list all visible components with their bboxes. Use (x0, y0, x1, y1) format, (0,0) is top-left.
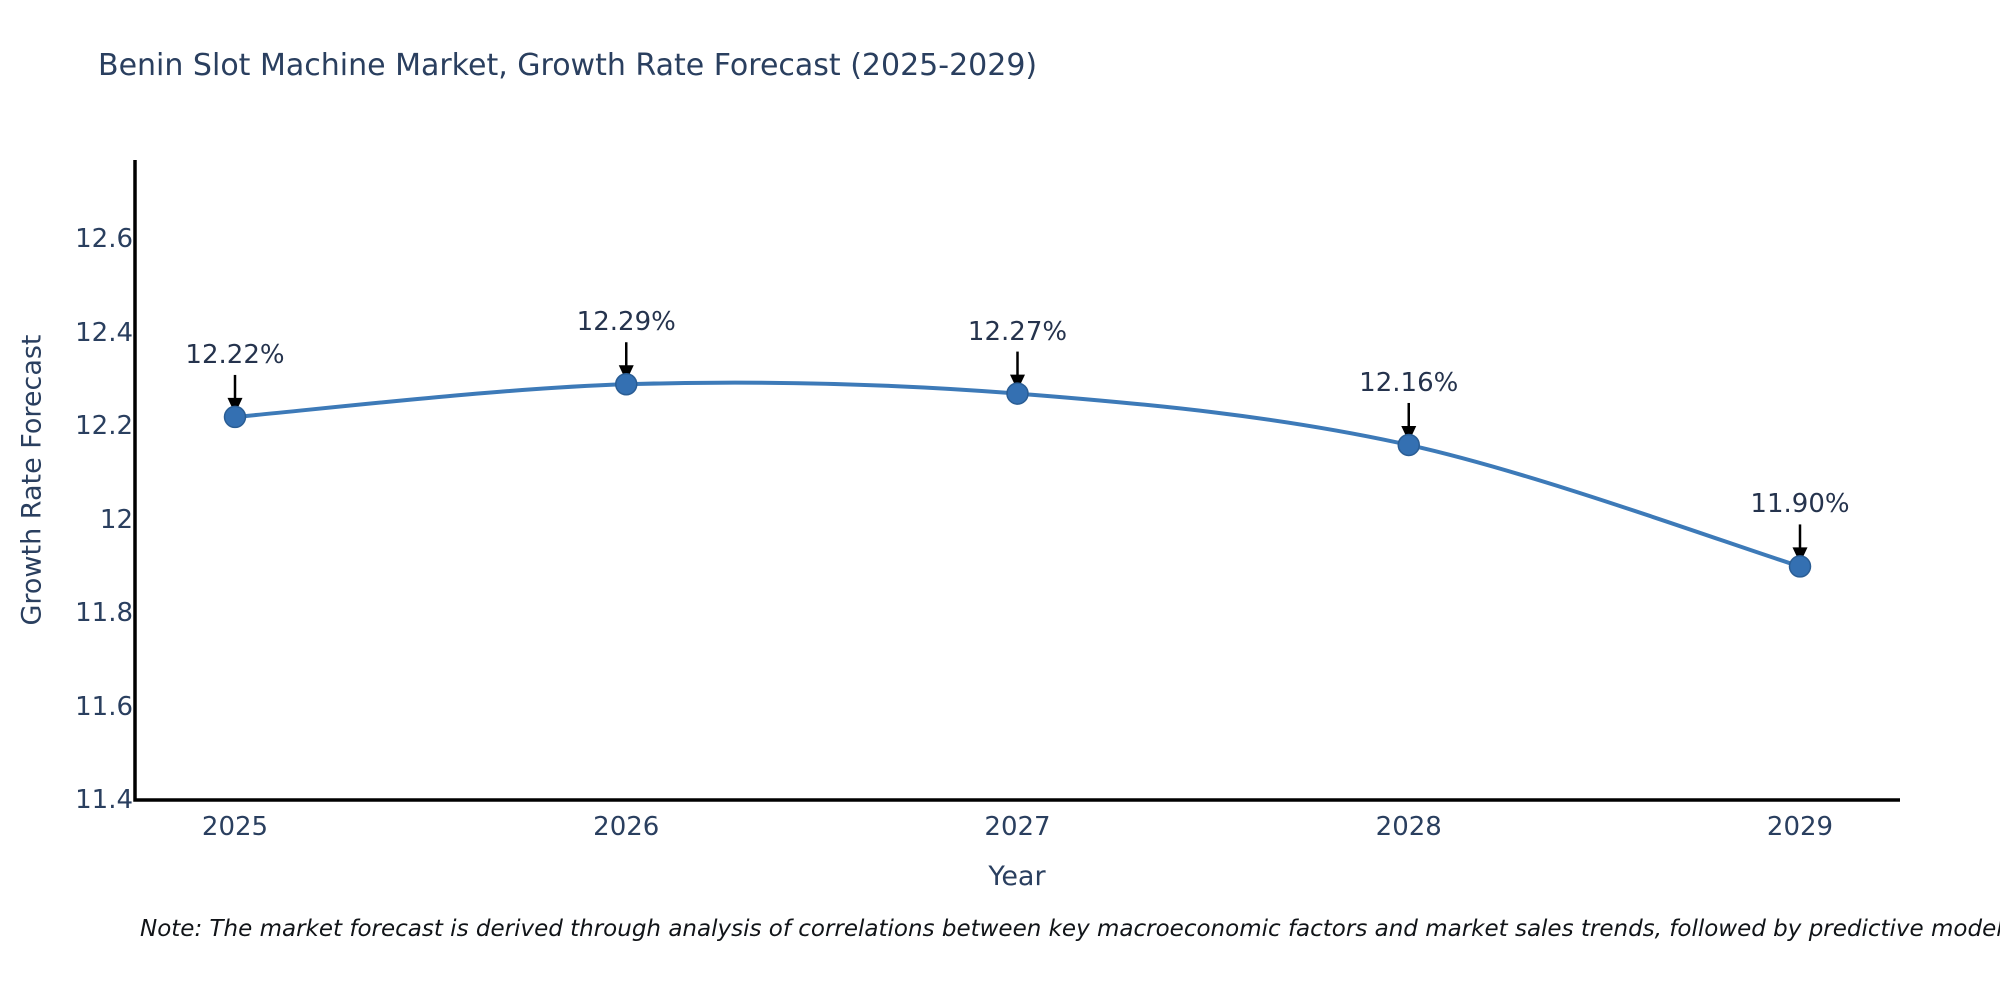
data-point-2028[interactable] (1397, 433, 1420, 457)
x-tick-label-2026: 2026 (593, 812, 660, 842)
y-tick-label-12: 12 (99, 504, 133, 535)
data-point-2027[interactable] (1006, 382, 1029, 405)
y-tick-label-12.2: 12.2 (75, 411, 133, 442)
y-tick-label-12.4: 12.4 (75, 317, 133, 348)
footnote: Note: The market forecast is derived thr… (140, 916, 2000, 942)
data-point-2025[interactable] (223, 405, 247, 429)
forecast-line (233, 380, 1802, 569)
annotation-label-2026: 12.29% (576, 307, 676, 338)
chart-title: Benin Slot Machine Market, Growth Rate F… (98, 48, 1038, 83)
annotation-label-2025: 12.22% (185, 339, 285, 370)
x-axis-title: Year (988, 861, 1046, 892)
y-tick-label-12.6: 12.6 (75, 224, 133, 255)
x-tick-label-2028: 2028 (1375, 812, 1442, 842)
data-point-2029[interactable] (1788, 555, 1812, 578)
data-point-2026[interactable] (615, 372, 638, 396)
annotation-label-2029: 11.90% (1750, 489, 1850, 520)
annotation-label-2028: 12.16% (1359, 367, 1459, 398)
y-tick-label-11.8: 11.8 (75, 598, 133, 629)
annotation-label-2027: 12.27% (967, 316, 1068, 347)
x-tick-label-2027: 2027 (984, 812, 1051, 842)
x-tick-label-2025: 2025 (201, 812, 269, 842)
y-axis-title: Growth Rate Forecast (16, 334, 48, 626)
axes-lines (133, 160, 1900, 802)
x-tick-label-2029: 2029 (1766, 812, 1834, 842)
y-tick-label-11.6: 11.6 (75, 691, 133, 722)
y-tick-label-11.4: 11.4 (75, 785, 133, 815)
